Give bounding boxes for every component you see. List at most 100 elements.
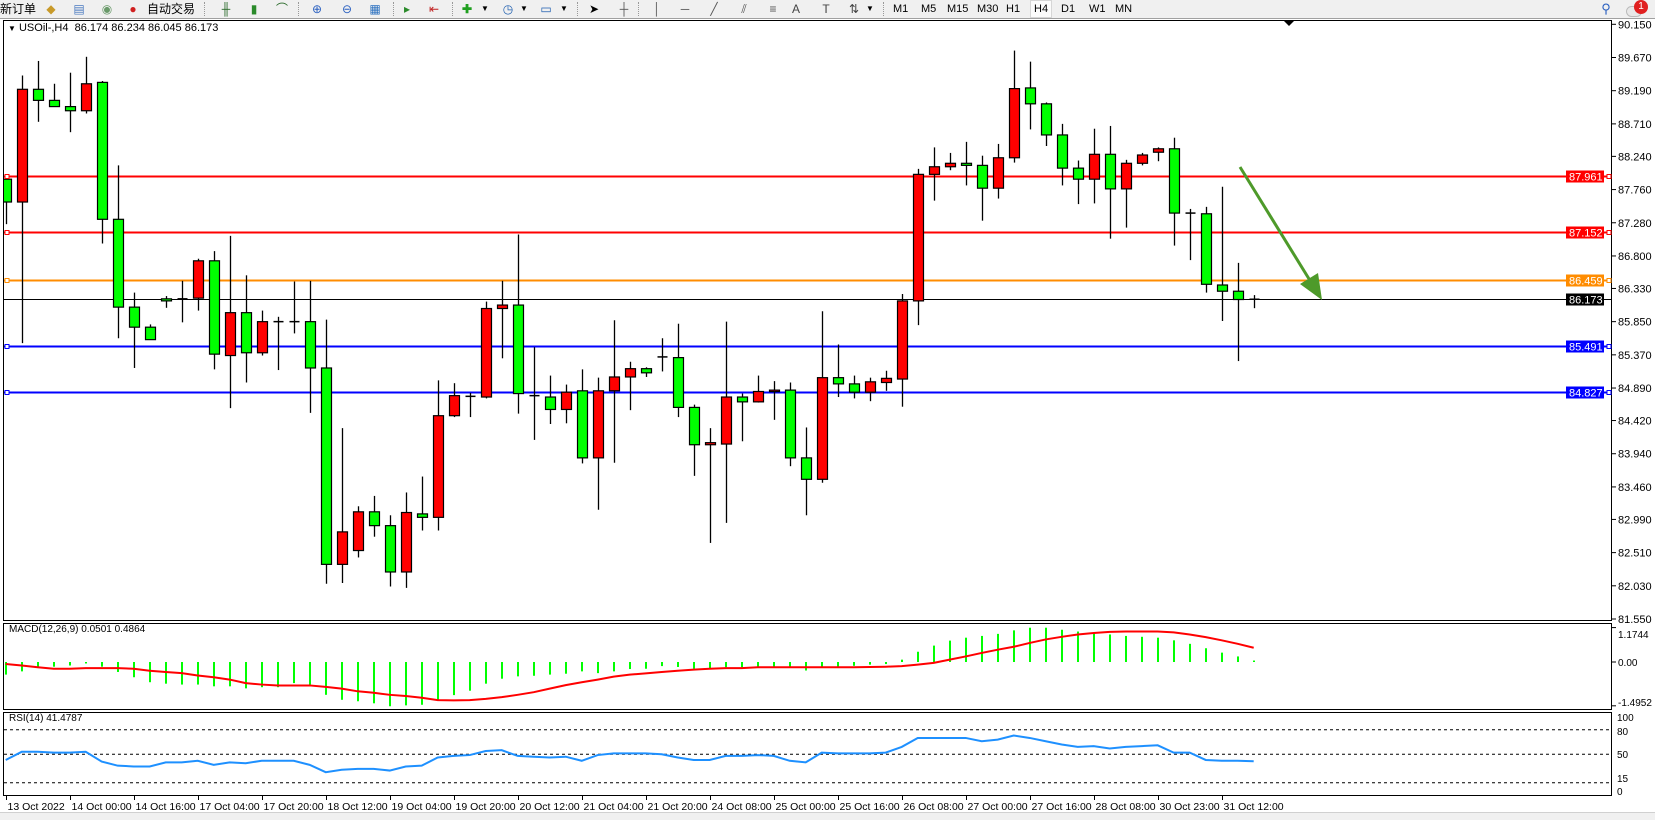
candle-body — [560, 391, 573, 411]
candle-body — [384, 525, 397, 573]
timeframe-m30[interactable]: M30 — [977, 3, 999, 15]
new-order-button[interactable]: 新订单 — [0, 1, 36, 17]
candle — [529, 347, 540, 440]
level-handle-right — [1606, 390, 1612, 395]
candle — [64, 72, 77, 133]
rsi-label: RSI(14) 41.4787 — [9, 713, 83, 724]
rsi-pane-border — [3, 712, 1612, 796]
periods-icon[interactable]: ◷ — [502, 2, 514, 16]
price-tick-label: 88.240 — [1618, 151, 1652, 163]
zoom-in-icon[interactable]: ⊕ — [311, 2, 323, 16]
timeframe-m5[interactable]: M5 — [921, 3, 937, 15]
trend-arrow[interactable] — [1238, 166, 1322, 300]
line-chart-icon[interactable]: ⌒ — [275, 2, 288, 16]
candle-body — [240, 312, 253, 354]
level-price-badge — [1566, 386, 1604, 399]
price-tick-label: 86.330 — [1618, 283, 1652, 295]
symbol-ohlc-text: USOil-,H4 86.174 86.234 86.045 86.173 — [18, 22, 219, 34]
chart-window[interactable]: 90.150 89.670 89.190 88.710 88.240 87.760 87.2… — [0, 19, 1655, 819]
candle-body — [4, 178, 13, 203]
time-label: 14 Oct 16:00 — [136, 801, 196, 813]
candle-body — [720, 396, 733, 445]
cursor-icon[interactable]: ➤ — [588, 2, 600, 16]
candle — [1232, 262, 1245, 362]
time-label: 25 Oct 00:00 — [776, 801, 836, 813]
chart-canvas[interactable]: 90.150 89.670 89.190 88.710 88.240 87.760 87.2… — [0, 19, 1655, 819]
toolbar-separator — [577, 2, 579, 16]
macd-pane — [5, 627, 1255, 707]
chevron-down-icon[interactable]: ▼ — [520, 4, 528, 13]
price-tick-label: 89.670 — [1618, 52, 1652, 64]
candle-body — [640, 368, 653, 374]
level-price-label: 87.152 — [1569, 228, 1603, 240]
candle — [1152, 147, 1165, 162]
candle-body — [544, 396, 557, 411]
trendline-icon[interactable]: ╱ — [710, 2, 718, 16]
candlestick-icon[interactable]: ▮ — [250, 2, 258, 16]
candle — [1104, 125, 1117, 239]
timeframe-h4[interactable]: H4 — [1030, 0, 1053, 18]
text-icon[interactable]: A — [791, 2, 800, 16]
search-icon[interactable]: ⚲ — [1601, 1, 1611, 16]
chart-shift-marker[interactable] — [1284, 21, 1294, 26]
horizontal-line-icon[interactable]: ─ — [680, 2, 690, 16]
fibonacci-icon[interactable]: ≡ — [769, 2, 777, 16]
candle-body — [80, 83, 93, 112]
timeframe-d1[interactable]: D1 — [1061, 3, 1076, 15]
tile-windows-icon[interactable]: ▦ — [369, 2, 381, 16]
indicators-icon[interactable]: ✚ — [461, 2, 473, 16]
autotrading-icon[interactable]: ● — [129, 2, 137, 16]
crosshair-icon[interactable]: ┼ — [619, 2, 629, 16]
level-price-label: 84.827 — [1569, 388, 1603, 400]
candle-body — [144, 326, 157, 341]
time-label: 17 Oct 20:00 — [264, 801, 324, 813]
candle-body — [1136, 154, 1149, 164]
time-label: 13 Oct 2022 — [8, 801, 65, 813]
candle-body — [896, 300, 909, 380]
notifications-icon[interactable]: 1 — [1626, 0, 1652, 17]
candle-body — [592, 390, 605, 459]
timeframe-h1[interactable]: H1 — [1006, 3, 1021, 15]
candle-body — [368, 511, 381, 527]
candle — [1056, 123, 1069, 186]
macd-pane-border — [3, 623, 1612, 710]
bar-chart-icon[interactable]: ╫ — [221, 2, 231, 16]
candle-body — [1216, 284, 1229, 292]
candle-body — [304, 321, 317, 369]
signals-icon[interactable]: ◉ — [101, 2, 113, 16]
text-label-icon[interactable]: T — [822, 2, 830, 16]
candle-body — [336, 531, 349, 565]
chevron-down-icon[interactable]: ▼ — [560, 4, 568, 13]
candle — [1088, 128, 1101, 204]
market-watch-icon[interactable]: ◆ — [46, 2, 56, 16]
candle — [144, 324, 157, 341]
equidistant-channel-icon[interactable]: ⫽ — [741, 2, 747, 16]
level-handle-left — [4, 174, 10, 179]
timeframe-w1[interactable]: W1 — [1089, 3, 1106, 15]
chevron-down-icon[interactable]: ▼ — [866, 4, 874, 13]
candle — [880, 370, 893, 391]
chart-shift-icon[interactable]: ⇤ — [428, 2, 440, 16]
arrows-icon[interactable]: ⇅ — [848, 2, 860, 16]
timeframe-m1[interactable]: M1 — [893, 3, 909, 15]
collapse-triangle-icon[interactable]: ▼ — [8, 24, 16, 33]
templates-icon[interactable]: ▭ — [540, 2, 552, 16]
autotrading-button[interactable]: 自动交易 — [143, 1, 199, 17]
zoom-out-icon[interactable]: ⊖ — [341, 2, 353, 16]
symbol-header: ▼ USOil-,H4 86.174 86.234 86.045 86.173 — [8, 22, 218, 34]
timeframe-m15[interactable]: M15 — [947, 3, 969, 15]
timeframe-mn[interactable]: MN — [1115, 3, 1133, 15]
time-label: 21 Oct 20:00 — [648, 801, 708, 813]
macd-axis: 1.1744 0.00 -1.4952 — [1612, 627, 1652, 709]
candles — [4, 50, 1260, 588]
chevron-down-icon[interactable]: ▼ — [481, 4, 489, 13]
data-window-icon[interactable]: ▤ — [73, 2, 85, 16]
price-tick-label: 84.420 — [1618, 416, 1652, 428]
candle — [352, 506, 365, 558]
price-tick-label: 87.280 — [1618, 218, 1652, 230]
auto-scroll-icon[interactable]: ▸ — [403, 2, 411, 16]
toolbar-separator — [452, 2, 454, 16]
candle-body — [960, 162, 973, 166]
candle-body — [864, 381, 877, 393]
vertical-line-icon[interactable]: │ — [653, 2, 661, 16]
